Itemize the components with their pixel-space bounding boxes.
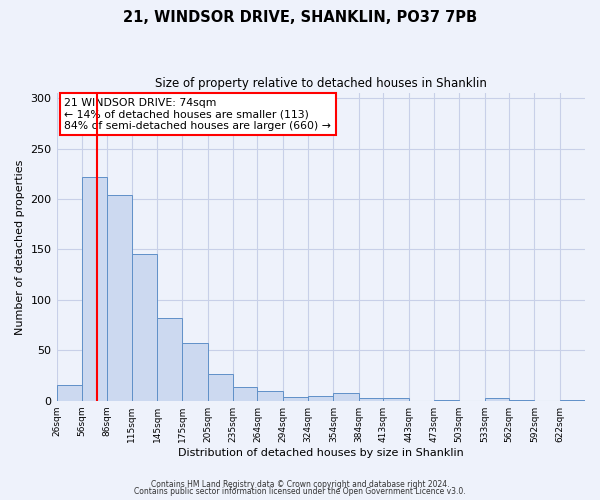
Bar	[233, 386, 257, 400]
Bar	[334, 392, 359, 400]
Text: 21 WINDSOR DRIVE: 74sqm
← 14% of detached houses are smaller (113)
84% of semi-d: 21 WINDSOR DRIVE: 74sqm ← 14% of detache…	[64, 98, 331, 131]
Text: Contains HM Land Registry data © Crown copyright and database right 2024.: Contains HM Land Registry data © Crown c…	[151, 480, 449, 489]
Text: 21, WINDSOR DRIVE, SHANKLIN, PO37 7PB: 21, WINDSOR DRIVE, SHANKLIN, PO37 7PB	[123, 10, 477, 25]
Bar	[485, 398, 509, 400]
Bar	[157, 318, 182, 400]
Text: Contains public sector information licensed under the Open Government Licence v3: Contains public sector information licen…	[134, 487, 466, 496]
Y-axis label: Number of detached properties: Number of detached properties	[15, 159, 25, 334]
Title: Size of property relative to detached houses in Shanklin: Size of property relative to detached ho…	[155, 78, 487, 90]
Bar	[283, 396, 308, 400]
Bar	[182, 343, 208, 400]
Bar	[308, 396, 334, 400]
Bar	[208, 374, 233, 400]
Bar	[383, 398, 409, 400]
X-axis label: Distribution of detached houses by size in Shanklin: Distribution of detached houses by size …	[178, 448, 464, 458]
Bar	[359, 398, 383, 400]
Bar	[56, 384, 82, 400]
Bar	[82, 177, 107, 400]
Bar	[257, 390, 283, 400]
Bar	[131, 254, 157, 400]
Bar	[107, 195, 131, 400]
